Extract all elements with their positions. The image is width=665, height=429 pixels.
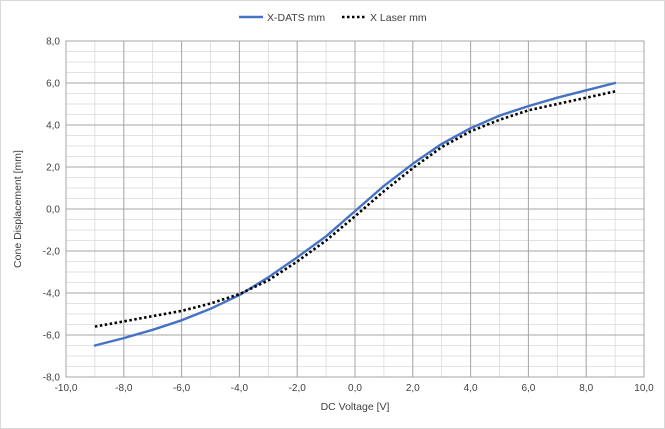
x-tick-label: 2,0	[406, 383, 420, 394]
y-axis-tick-labels: -8,0 -6,0 -4,0 -2,0 0,0 2,0 4,0 6,0 8,0	[43, 37, 61, 384]
x-tick-label: -4,0	[231, 383, 249, 394]
x-tick-label: -6,0	[173, 383, 191, 394]
x-tick-label: 4,0	[464, 383, 478, 394]
x-axis-title: DC Voltage [V]	[321, 401, 390, 413]
x-axis-tick-labels: -10,0 -8,0 -6,0 -4,0 -2,0 0,0 2,0 4,0 6,0 8,0 10,0	[55, 383, 655, 394]
x-tick-label: 10,0	[634, 383, 654, 394]
x-tick-label: -10,0	[55, 383, 78, 394]
y-tick-label: -8,0	[43, 373, 61, 384]
x-tick-label: -2,0	[289, 383, 307, 394]
y-tick-label: -4,0	[43, 289, 61, 300]
y-tick-label: 6,0	[46, 79, 60, 90]
series-layer	[93, 81, 617, 347]
x-tick-label: 0,0	[348, 383, 362, 394]
legend-label-x-dats: X-DATS mm	[267, 12, 325, 24]
legend-label-x-laser: X Laser mm	[370, 12, 427, 24]
y-tick-label: 4,0	[46, 121, 60, 132]
x-tick-label: 8,0	[579, 383, 593, 394]
y-tick-label: -6,0	[43, 331, 61, 342]
x-tick-label: 6,0	[521, 383, 535, 394]
y-axis-title: Cone Displacement [mm]	[12, 150, 24, 268]
y-tick-label: -2,0	[43, 247, 61, 258]
x-tick-label: -8,0	[115, 383, 133, 394]
y-tick-label: 2,0	[46, 163, 60, 174]
plot-area-border	[65, 40, 645, 378]
y-tick-label: 8,0	[46, 37, 60, 48]
legend: X-DATS mm X Laser mm	[239, 12, 427, 24]
series-line-x-dats	[93, 81, 617, 347]
y-tick-label: 0,0	[46, 205, 60, 216]
